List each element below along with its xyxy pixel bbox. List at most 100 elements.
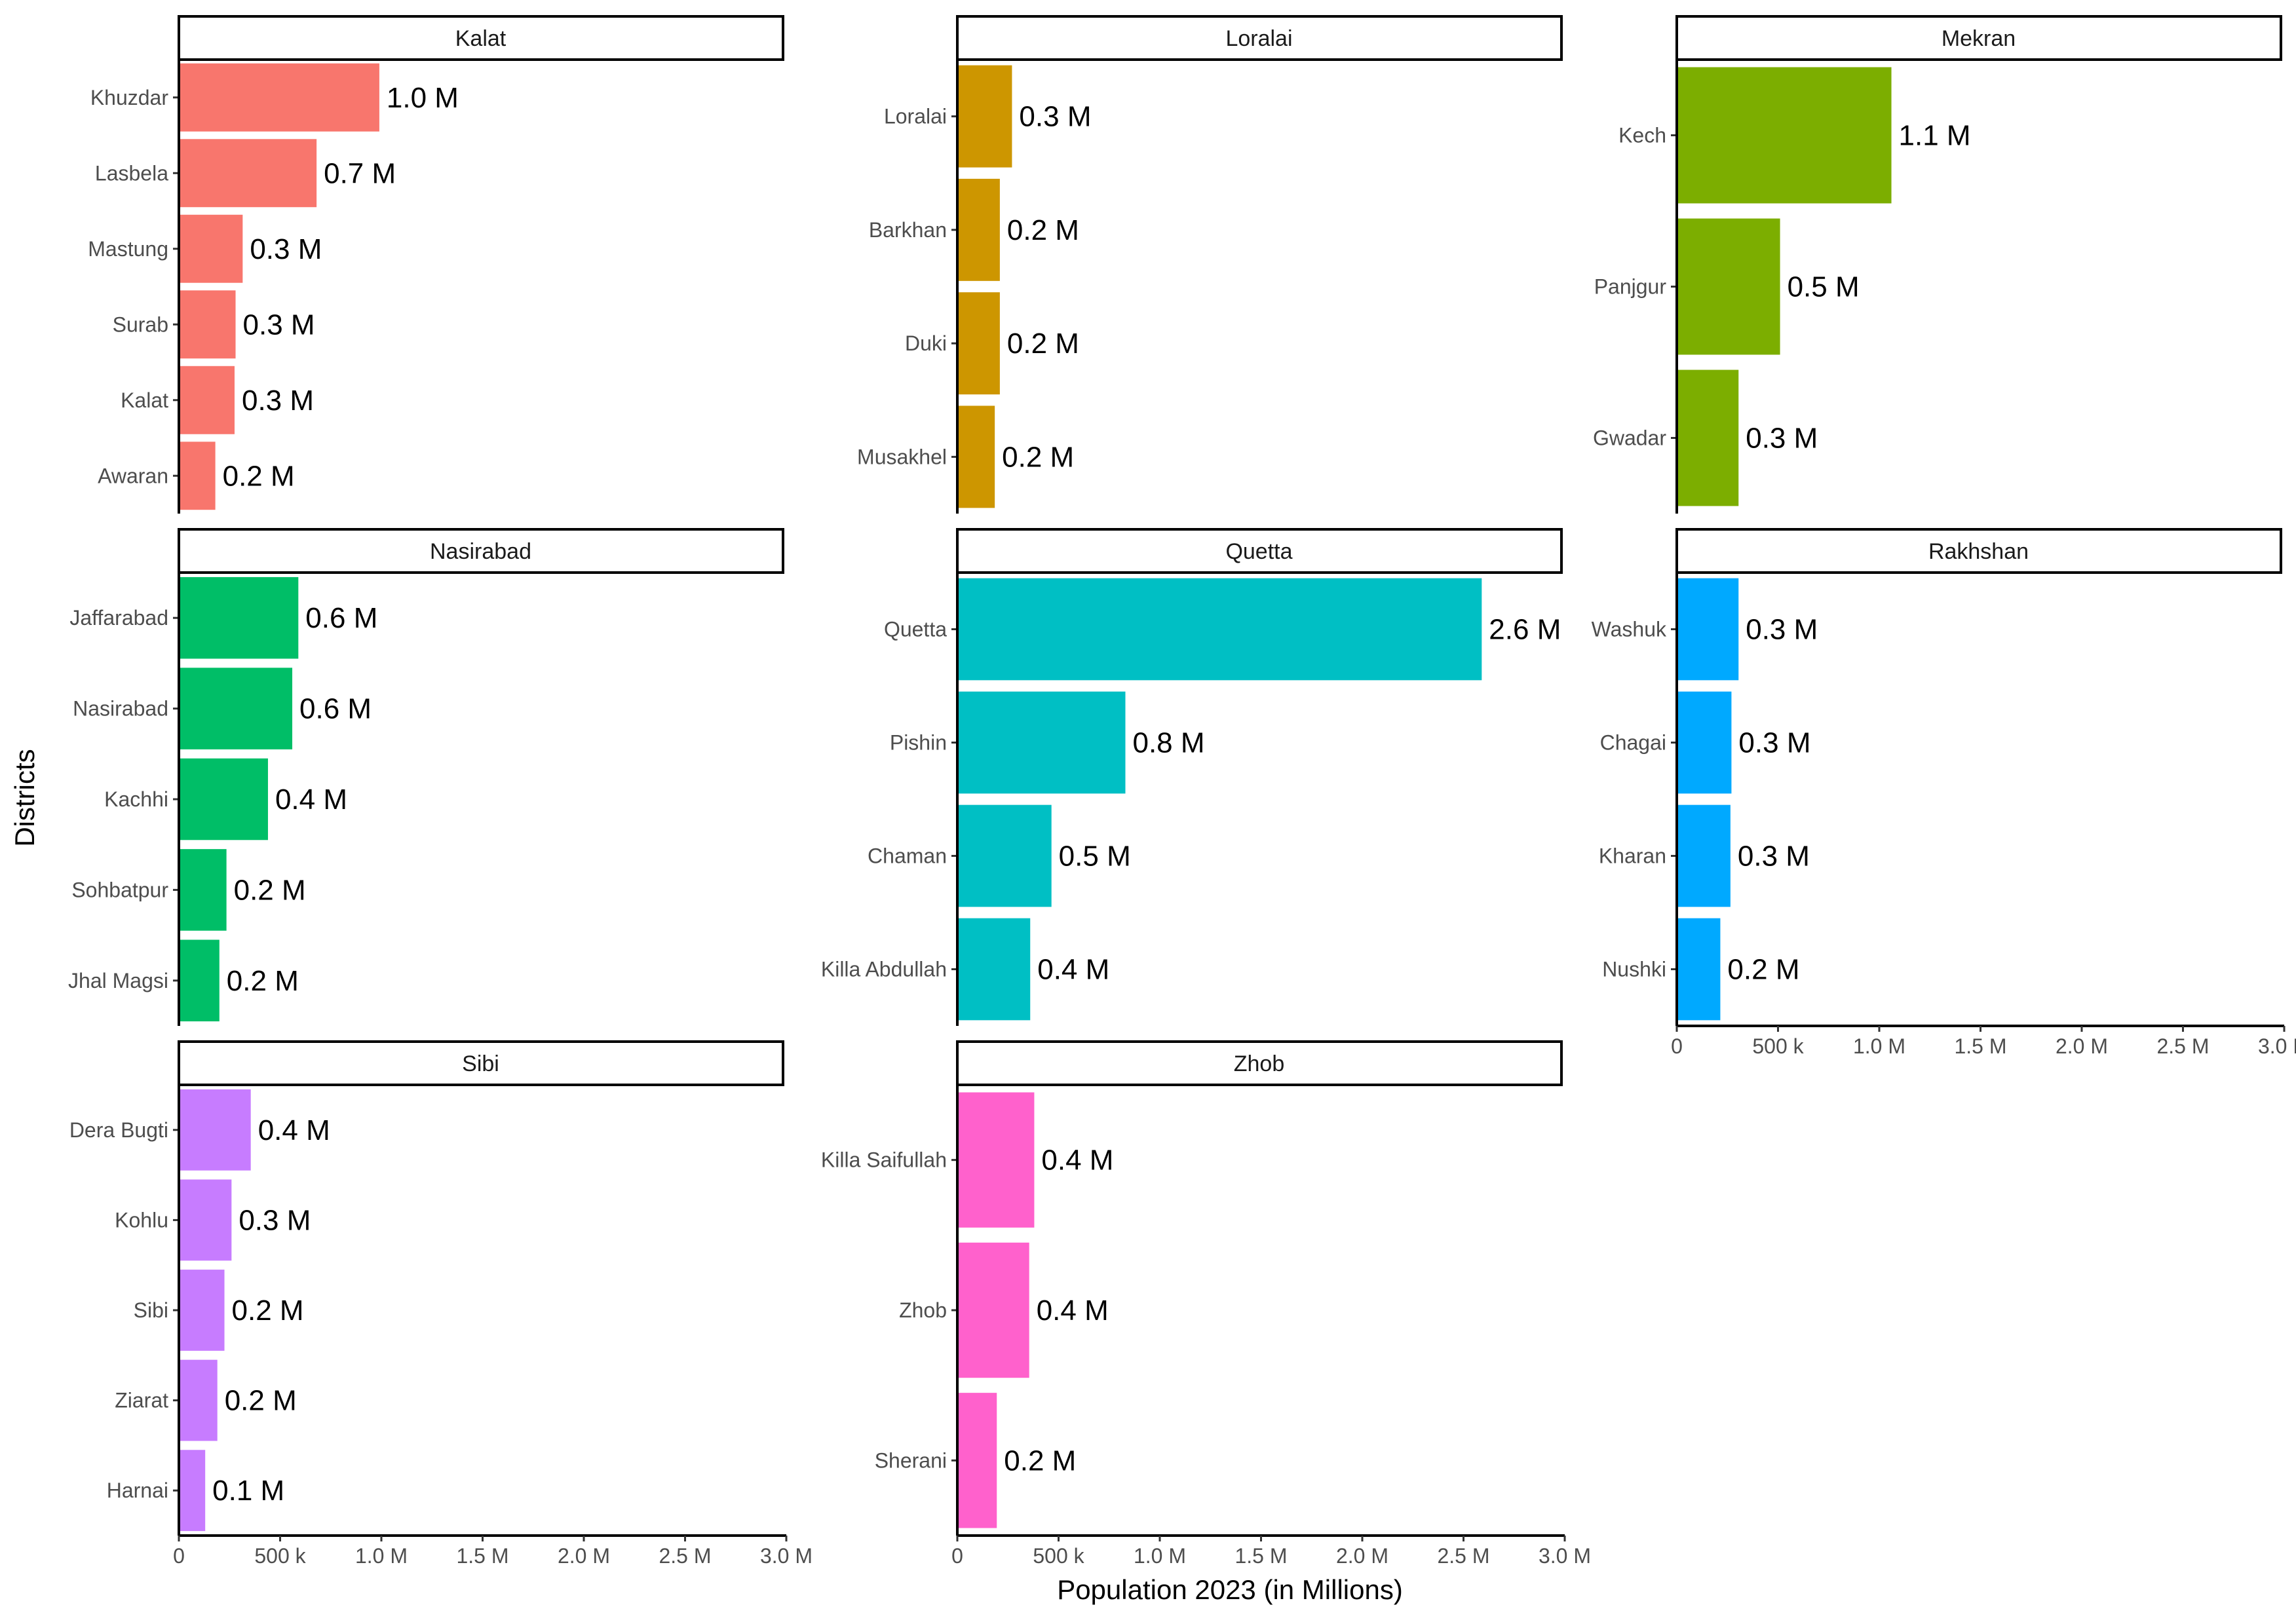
value-label: 0.2 M <box>1007 214 1079 246</box>
value-label: 0.4 M <box>258 1114 330 1146</box>
facet-title: Rakhshan <box>1928 539 2029 564</box>
x-tick-label: 1.5 M <box>1234 1544 1287 1568</box>
x-tick-label: 2.0 M <box>558 1544 610 1568</box>
bar-awaran <box>179 442 216 510</box>
bar-lasbela <box>179 139 317 208</box>
value-label: 0.3 M <box>239 1204 311 1236</box>
bar-kohlu <box>179 1179 232 1261</box>
category-label: Dera Bugti <box>69 1118 168 1142</box>
value-label: 0.2 M <box>223 460 295 492</box>
category-label: Duki <box>905 331 947 355</box>
value-label: 2.6 M <box>1489 614 1561 646</box>
bar-sherani <box>957 1393 997 1528</box>
facet-strip <box>178 528 784 574</box>
category-label: Killa Abdullah <box>821 958 947 981</box>
category-label: Zhob <box>899 1298 947 1322</box>
bar-jhal-magsi <box>179 939 220 1022</box>
bar-chagai <box>1677 691 1732 794</box>
category-label: Chagai <box>1600 731 1666 755</box>
value-label: 0.3 M <box>1746 423 1818 455</box>
facet-title: Nasirabad <box>430 539 531 564</box>
category-label: Surab <box>113 312 168 336</box>
category-label: Kohlu <box>115 1208 168 1232</box>
facet-strip <box>1675 15 2282 61</box>
category-label: Panjgur <box>1594 275 1667 299</box>
value-label: 0.2 M <box>232 1294 304 1327</box>
category-label: Jhal Magsi <box>68 969 168 992</box>
facet-strip <box>178 15 784 61</box>
x-tick-label: 3.0 M <box>760 1544 813 1568</box>
value-label: 0.3 M <box>250 233 322 265</box>
value-label: 0.7 M <box>324 157 396 189</box>
bar-khuzdar <box>179 63 379 132</box>
value-label: 0.6 M <box>305 602 377 634</box>
category-label: Quetta <box>884 618 947 641</box>
value-label: 1.1 M <box>1899 120 1971 152</box>
category-label: Kharan <box>1599 844 1666 868</box>
x-tick-label: 2.5 M <box>1437 1544 1489 1568</box>
facet-strip <box>956 528 1563 574</box>
value-label: 0.5 M <box>1059 840 1131 873</box>
category-label: Kachhi <box>104 787 168 811</box>
x-tick-label: 2.0 M <box>1336 1544 1388 1568</box>
facet-panels: Kalat Khuzdar 1.0 M Lasbela 0.7 M Mastung 0.3 … <box>68 15 2296 1568</box>
bar-ziarat <box>179 1359 218 1441</box>
facet-nasirabad: Nasirabad Jaffarabad 0.6 M Nasirabad 0.6 M Ka… <box>68 528 784 1026</box>
value-label: 0.4 M <box>275 784 347 816</box>
facet-sibi: Sibi Dera Bugti 0.4 M Kohlu 0.3 M Sibi 0.2 M Zi… <box>69 1040 813 1568</box>
value-label: 1.0 M <box>387 82 459 114</box>
category-label: Sherani <box>875 1448 947 1472</box>
x-tick-label: 0 <box>951 1544 963 1568</box>
value-label: 0.2 M <box>225 1385 297 1417</box>
x-tick-label: 2.5 M <box>2156 1034 2209 1058</box>
facet-title: Loralai <box>1225 26 1292 51</box>
category-label: Sibi <box>134 1298 168 1322</box>
x-tick-label: 2.5 M <box>659 1544 711 1568</box>
bar-kalat <box>179 366 235 434</box>
bar-kech <box>1677 67 1892 204</box>
value-label: 0.3 M <box>243 309 315 341</box>
value-label: 0.2 M <box>1007 328 1079 360</box>
category-label: Chaman <box>868 844 947 868</box>
facet-quetta: Quetta Quetta 2.6 M Pishin 0.8 M Chaman 0.5 M K… <box>821 528 1563 1026</box>
value-label: 0.4 M <box>1037 1294 1109 1327</box>
category-label: Awaran <box>98 464 168 487</box>
value-label: 0.3 M <box>1746 614 1818 646</box>
category-label: Harnai <box>107 1479 168 1502</box>
bar-washuk <box>1677 578 1739 681</box>
value-label: 0.1 M <box>212 1475 284 1507</box>
value-label: 0.3 M <box>1738 727 1810 759</box>
x-tick-label: 1.5 M <box>456 1544 508 1568</box>
category-label: Nasirabad <box>73 697 168 721</box>
bar-kachhi <box>179 758 268 840</box>
x-tick-label: 500 k <box>254 1544 306 1568</box>
value-label: 0.3 M <box>1019 101 1091 133</box>
bar-musakhel <box>957 406 995 508</box>
facet-loralai: Loralai Loralai 0.3 M Barkhan 0.2 M Duki 0.2 M… <box>857 15 1563 514</box>
bar-mastung <box>179 214 243 283</box>
category-label: Khuzdar <box>90 86 169 109</box>
bar-killa-abdullah <box>957 918 1031 1021</box>
bar-duki <box>957 292 1000 395</box>
value-label: 0.3 M <box>1738 840 1810 873</box>
bar-nasirabad <box>179 668 293 749</box>
bar-killa-saifullah <box>957 1092 1035 1228</box>
bar-surab <box>179 290 236 359</box>
value-label: 0.2 M <box>1727 954 1799 986</box>
category-label: Kech <box>1618 124 1666 147</box>
category-label: Ziarat <box>115 1389 168 1412</box>
facet-strip <box>178 1040 784 1086</box>
category-label: Jaffarabad <box>69 606 168 630</box>
x-tick-label: 1.0 M <box>355 1544 408 1568</box>
bar-kharan <box>1677 804 1731 907</box>
category-label: Killa Saifullah <box>821 1148 947 1172</box>
facet-rakhshan: Rakhshan Washuk 0.3 M Chagai 0.3 M Kharan 0.3 … <box>1592 528 2296 1058</box>
value-label: 0.8 M <box>1132 727 1204 759</box>
bar-quetta <box>957 578 1482 681</box>
facet-strip <box>956 1040 1563 1086</box>
category-label: Gwadar <box>1593 426 1666 450</box>
x-tick-label: 1.0 M <box>1134 1544 1186 1568</box>
category-label: Sohbatpur <box>71 878 168 901</box>
